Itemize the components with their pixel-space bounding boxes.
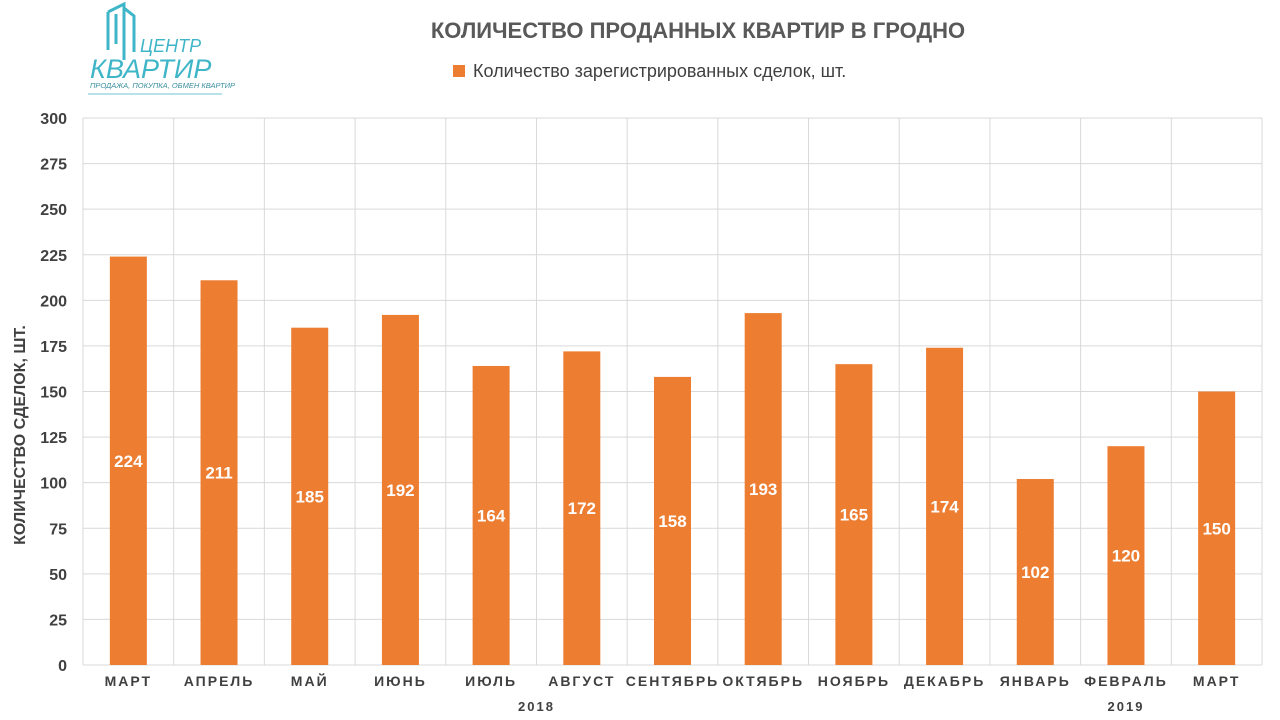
y-tick-label: 125 [40,430,67,447]
data-label: 164 [477,506,506,525]
y-axis-title: КОЛИЧЕСТВО СДЕЛОК, ШТ. [12,325,29,545]
y-tick-label: 25 [49,612,67,629]
legend-label: Количество зарегистрированных сделок, шт… [473,61,846,81]
x-tick-label: ОКТЯБРЬ [722,673,804,689]
x-tick-label: АВГУСТ [548,673,615,689]
legend: Количество зарегистрированных сделок, шт… [453,61,846,81]
data-label: 120 [1112,547,1140,566]
data-label: 174 [930,497,959,516]
logo-line2: КВАРТИР [90,54,211,84]
bar [926,347,964,665]
x-tick-label: ИЮЛЬ [465,673,517,689]
data-label: 102 [1021,563,1049,582]
x-axis-ticks: МАРТ АПРЕЛЬ МАЙ ИЮНЬ ИЮЛЬ АВГУСТ СЕНТЯБРЬ ОКТЯБ… [105,672,1240,689]
data-label: 193 [749,480,777,499]
bar [835,364,873,665]
x-tick-label: ДЕКАБРЬ [904,673,985,689]
y-tick-label: 0 [58,658,67,675]
y-tick-label: 200 [40,293,67,310]
y-tick-label: 300 [40,111,67,128]
data-label: 172 [568,499,596,518]
chart-title: КОЛИЧЕСТВО ПРОДАННЫХ КВАРТИР В ГРОДНО [431,18,965,43]
bar [381,314,419,665]
bar [200,280,238,665]
bar [109,256,147,665]
x-tick-label: МАРТ [105,673,152,689]
year-groups: 2018 2019 [518,699,1145,714]
bar [291,327,329,665]
x-tick-label: ИЮНЬ [374,673,427,689]
bar [563,351,601,665]
logo: ЦЕНТР КВАРТИР ПРОДАЖА, ПОКУПКА, ОБМЕН КВ… [88,1,235,95]
y-axis-ticks: 0 25 50 75 100 125 150 175 200 225 250 275 300 [40,111,67,675]
y-tick-label: 175 [40,339,67,356]
y-tick-label: 275 [40,157,67,174]
data-label: 224 [114,452,143,471]
data-label: 165 [840,506,868,525]
bars: 224 211 185 192 164 172 158 193 165 174 102 120 150 [109,256,1236,665]
y-tick-label: 100 [40,476,67,493]
x-tick-label: АПРЕЛЬ [184,673,255,689]
data-label: 158 [658,512,686,531]
logo-line1: ЦЕНТР [140,36,201,56]
x-tick-label: НОЯБРЬ [818,673,890,689]
x-tick-label: ЯНВАРЬ [1000,673,1071,689]
legend-swatch [453,65,465,77]
year-group-label: 2018 [518,699,555,714]
y-tick-label: 75 [49,521,67,538]
data-label: 185 [296,487,324,506]
bar [1198,391,1236,665]
year-group-label: 2019 [1108,699,1145,714]
y-tick-label: 150 [40,385,67,402]
y-tick-label: 225 [40,248,67,265]
y-tick-label: 250 [40,202,67,219]
y-tick-label: 50 [49,567,67,584]
logo-building-icon [106,1,136,60]
bar [1016,479,1054,665]
gridlines [82,117,1263,666]
bar [744,313,782,665]
x-tick-label: МАЙ [291,672,329,689]
data-label: 211 [205,464,232,483]
data-label: 192 [386,481,414,500]
data-label: 150 [1202,519,1230,538]
bar [1107,446,1145,665]
bar [472,365,510,665]
bar [654,376,691,665]
logo-tagline: ПРОДАЖА, ПОКУПКА, ОБМЕН КВАРТИР [90,81,235,90]
x-tick-label: ФЕВРАЛЬ [1084,673,1168,689]
x-tick-label: СЕНТЯБРЬ [626,673,719,689]
x-tick-label: МАРТ [1193,673,1240,689]
